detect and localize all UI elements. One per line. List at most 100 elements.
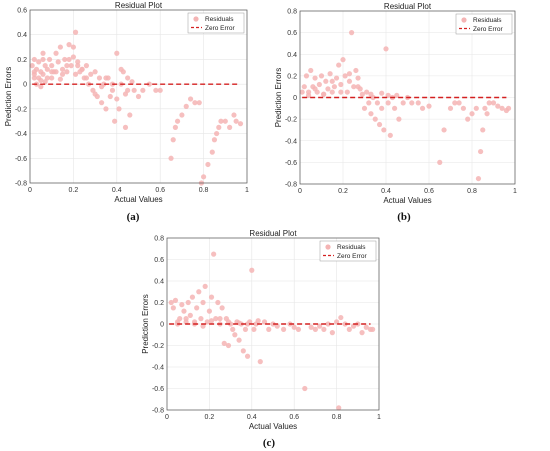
y-axis-label-a: Prediction Errors: [4, 67, 13, 127]
residual-point-a: [83, 75, 90, 81]
chart-title-b: Residual Plot: [384, 2, 432, 11]
residual-point-a: [153, 87, 159, 93]
residual-point-b: [331, 84, 337, 90]
residual-point-a: [192, 100, 198, 106]
residual-point-a: [49, 75, 55, 81]
legend-label-residuals-a: Residuals: [205, 16, 234, 23]
residual-point-c: [170, 305, 176, 311]
residual-point-a: [179, 112, 185, 118]
y-tick-label-b: 0.6: [287, 30, 297, 37]
residual-point-b: [465, 116, 471, 122]
chart-c: 0 0.2 0.4 0.6 0.8 1 -0.8 -0.6 -0.4 -0.2 0 0.2 0.4 0.6…: [141, 229, 381, 431]
residual-point-c: [230, 326, 236, 332]
residual-point-a: [59, 66, 66, 72]
residual-point-b: [469, 111, 475, 117]
residual-point-c: [206, 308, 212, 314]
x-axis-label-a: Actual Values: [114, 195, 162, 204]
residual-point-a: [92, 91, 98, 97]
residual-point-b: [338, 81, 344, 88]
residual-point-c: [172, 297, 179, 303]
residual-point-a: [216, 124, 222, 130]
legend-label-residuals-b: Residuals: [473, 17, 502, 24]
residual-point-b: [415, 100, 421, 106]
residual-point-c: [204, 319, 210, 325]
residual-point-c: [225, 342, 232, 349]
residual-point-b: [346, 71, 353, 77]
residual-point-c: [244, 321, 251, 327]
residual-point-b: [379, 105, 385, 111]
x-tick-label-a: 0.4: [112, 187, 122, 194]
x-tick-label-b: 1: [513, 188, 517, 195]
residual-point-c: [338, 314, 344, 321]
residual-point-b: [495, 103, 501, 109]
residual-point-a: [38, 77, 44, 84]
residual-point-c: [261, 319, 268, 325]
legend-marker-residuals-b: [461, 17, 467, 23]
residual-point-c: [350, 323, 357, 329]
residual-point-a: [53, 69, 59, 75]
residual-point-a: [57, 76, 63, 82]
residual-point-b: [312, 75, 318, 81]
residual-point-a: [237, 121, 244, 127]
residual-point-a: [83, 63, 90, 69]
residual-point-b: [460, 105, 466, 111]
residual-point-a: [38, 84, 44, 90]
residual-point-c: [225, 319, 232, 325]
chart-title-c: Residual Plot: [249, 229, 297, 238]
residual-point-a: [31, 71, 37, 77]
residual-point-c: [363, 324, 369, 330]
x-tick-label-a: 0.2: [69, 187, 79, 194]
residual-point-c: [312, 326, 318, 332]
residual-point-a: [172, 124, 178, 130]
residual-point-c: [181, 308, 187, 314]
y-tick-label-b: -0.2: [285, 117, 297, 124]
x-tick-label-c: 0.2: [205, 414, 215, 421]
residual-point-b: [396, 116, 402, 122]
y-tick-label-c: -0.8: [152, 408, 164, 415]
residual-point-a: [29, 63, 35, 69]
plot-frame-b: [299, 10, 516, 185]
residual-point-b: [392, 105, 398, 111]
residual-point-b: [299, 89, 305, 95]
residual-point-a: [66, 56, 72, 63]
residual-point-a: [218, 118, 224, 124]
residual-point-a: [53, 50, 59, 56]
residual-point-b: [490, 100, 497, 106]
residual-point-a: [70, 44, 76, 50]
residual-point-b: [325, 86, 331, 92]
residual-point-b: [473, 105, 479, 111]
residual-point-a: [227, 124, 233, 130]
residual-point-c: [187, 312, 193, 318]
residual-point-a: [209, 149, 215, 155]
residual-point-c: [213, 316, 219, 322]
y-tick-label-c: 0: [160, 322, 164, 329]
legend-label-zero-error-b: Zero Error: [473, 26, 503, 33]
residual-point-c: [240, 348, 246, 354]
residual-point-a: [116, 106, 122, 112]
residual-point-b: [301, 84, 307, 90]
residual-point-c: [202, 283, 208, 289]
residual-point-b: [364, 89, 370, 95]
residual-point-b: [376, 121, 383, 128]
x-axis-label-c: Actual Values: [249, 422, 297, 431]
residual-point-b: [366, 100, 372, 106]
residual-point-c: [342, 321, 348, 327]
residual-point-c: [359, 330, 365, 336]
residual-point-c: [179, 302, 185, 308]
residual-point-c: [215, 299, 221, 306]
residual-point-c: [196, 289, 202, 295]
residual-point-b: [385, 100, 391, 106]
y-tick-label-a: 0.4: [17, 32, 27, 39]
y-tick-label-a: -0.2: [15, 106, 27, 113]
residual-point-b: [383, 46, 389, 52]
residual-point-b: [419, 105, 426, 111]
y-tick-label-c: -0.6: [152, 386, 164, 393]
residual-point-b: [368, 111, 374, 117]
x-tick-label-a: 0.8: [199, 187, 209, 194]
residual-point-c: [185, 299, 191, 306]
residual-point-b: [355, 84, 361, 90]
y-tick-label-b: -0.6: [285, 160, 297, 167]
residual-point-b: [355, 75, 361, 81]
residual-point-b: [409, 100, 415, 106]
residual-point-c: [346, 326, 352, 332]
